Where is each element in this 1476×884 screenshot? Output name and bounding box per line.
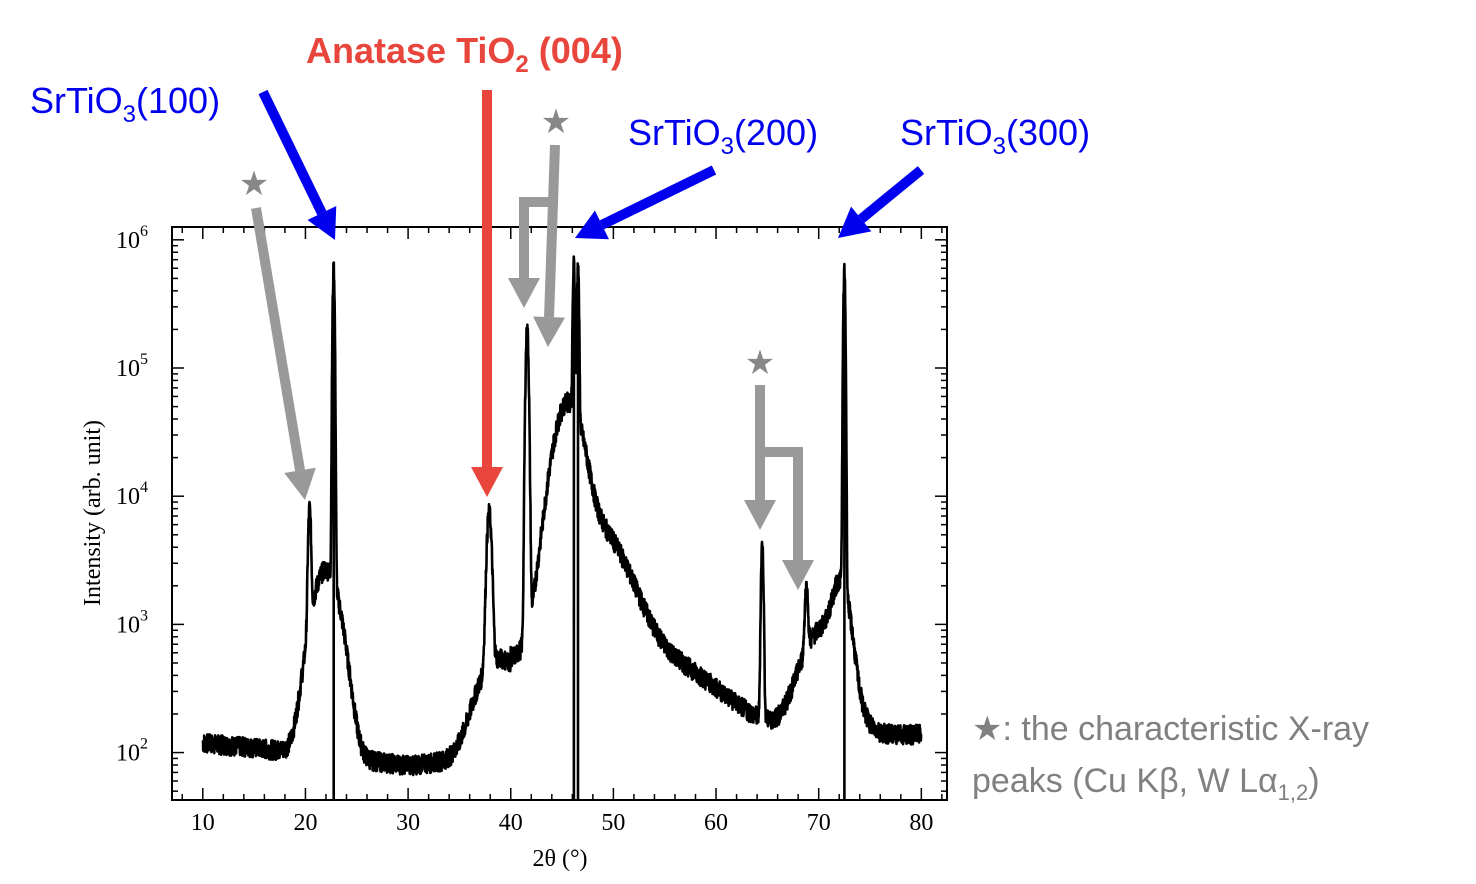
y-tick-label: 103 [116, 607, 148, 638]
legend-note-sub: 1,2 [1278, 780, 1309, 805]
blue-arrow-200-head [575, 210, 609, 240]
x-tick-label: 80 [909, 810, 933, 836]
x-tick-label: 10 [191, 810, 215, 836]
gray-arrow-69deg-head [782, 560, 814, 590]
label-srtio3-300: SrTiO3(300) [900, 112, 1090, 160]
x-tick-label: 50 [601, 810, 625, 836]
label-srtio3-100: SrTiO3(100) [30, 80, 220, 128]
legend-star-icon: ★ [972, 710, 1002, 748]
gray-arrow-41deg-head [508, 278, 540, 308]
label-srtio3-200: SrTiO3(200) [628, 112, 818, 160]
star-icon: ★ [541, 103, 571, 141]
blue-arrow-200-shaft [599, 165, 717, 230]
x-tick-label: 70 [807, 810, 831, 836]
legend-note-line1: : the characteristic X-ray [1002, 710, 1369, 748]
gray-arrow-69deg [760, 447, 814, 590]
blue-arrow-300-head [838, 206, 872, 238]
blue-arrow-300 [838, 166, 925, 238]
x-tick-label: 20 [293, 810, 317, 836]
svg-text:★: the characteristic X-ray: ★: the characteristic X-ray [972, 710, 1369, 748]
legend-note-end: ) [1308, 762, 1319, 800]
svg-text:peaks (Cu Kβ, W Lα1,2): peaks (Cu Kβ, W Lα1,2) [972, 762, 1320, 805]
y-tick-label: 102 [116, 736, 148, 767]
y-axis-label: Intensity (arb. unit) [80, 420, 106, 606]
y-tick-label: 104 [116, 479, 148, 510]
legend-note-line2: peaks (Cu Kβ, W Lα [972, 762, 1278, 800]
star-icon: ★ [239, 165, 269, 203]
gray-arrow-64deg-head [744, 500, 776, 530]
gray-arrow-64deg [744, 385, 776, 530]
y-tick-labels: 102 103 104 105 106 [116, 223, 148, 767]
star-markers: ★ ★ ★ [239, 103, 775, 382]
star-icon: ★ [745, 344, 775, 382]
plot-frame [171, 226, 948, 801]
x-tick-label: 60 [704, 810, 728, 836]
axis-ticks [172, 227, 947, 800]
legend-note: ★: the characteristic X-ray peaks (Cu Kβ… [972, 710, 1369, 805]
blue-arrow-300-shaft [858, 166, 925, 223]
blue-arrow-200 [575, 165, 717, 240]
gray-arrow-69deg-shaft [760, 447, 803, 560]
peak-labels: SrTiO3(100) Anatase TiO2 (004)SrTiO3(200)… [30, 30, 1090, 160]
x-tick-label: 40 [499, 810, 523, 836]
blue-arrow-100-head [307, 206, 337, 240]
blue-arrow-100 [258, 89, 337, 240]
x-tick-label: 30 [396, 810, 420, 836]
red-arrow-anatase-head [471, 467, 503, 497]
gray-arrow-41deg-shaft [519, 197, 552, 278]
gray-arrow-44deg [533, 144, 566, 347]
gray-arrow-20deg [251, 207, 316, 500]
blue-arrow-100-shaft [258, 89, 327, 216]
annotation-arrows [251, 89, 925, 590]
y-tick-label: 106 [116, 223, 148, 254]
x-tick-labels: 10 20 30 40 50 60 70 80 [191, 810, 934, 836]
label-anatase: Anatase TiO2 (004) [306, 30, 623, 78]
gray-arrow-41deg [508, 197, 552, 308]
x-axis-label: 2θ (°) [532, 846, 587, 872]
gray-arrow-20deg-shaft [251, 207, 305, 472]
gray-arrow-44deg-head [533, 316, 566, 347]
red-arrow-anatase [471, 90, 503, 497]
y-tick-label: 105 [116, 351, 148, 382]
xrd-pattern-line [201, 255, 923, 800]
gray-arrow-44deg-shaft [544, 144, 560, 318]
gray-arrow-20deg-head [284, 467, 316, 500]
